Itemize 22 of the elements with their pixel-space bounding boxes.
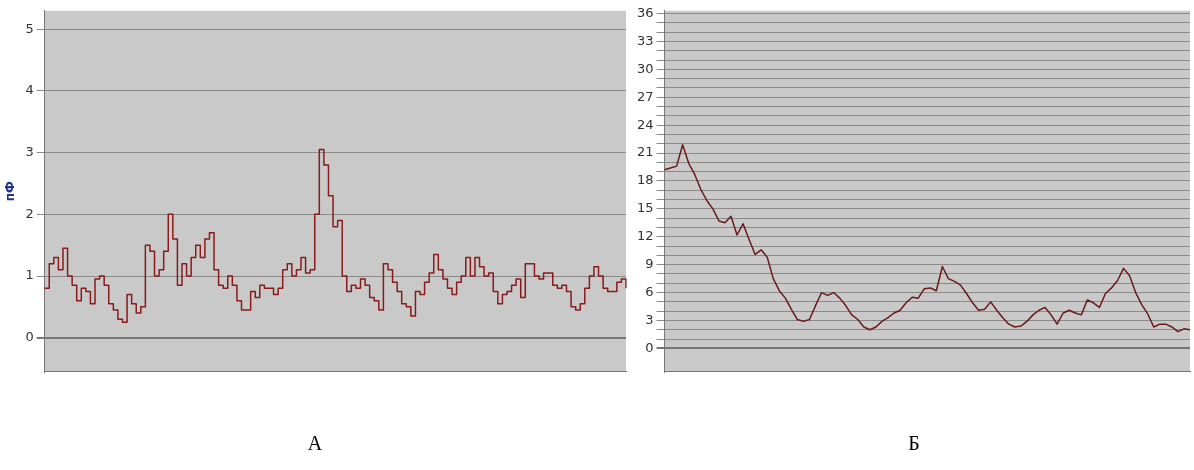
y-tick-label: 6 (645, 283, 654, 299)
y-tick-label: 18 (637, 172, 654, 188)
y-tick-label: 4 (25, 82, 34, 98)
y-tick-label: 36 (637, 4, 654, 20)
y-tick-label: 5 (25, 20, 34, 36)
y-axis-title: пФ (3, 181, 18, 202)
y-tick-label: 27 (637, 88, 654, 104)
y-tick-label: 9 (645, 256, 654, 272)
y-tick-label: 1 (25, 267, 34, 283)
y-tick-label: 21 (637, 144, 654, 160)
y-tick-label: 12 (637, 228, 654, 244)
y-tick-label: 30 (637, 60, 654, 76)
text: Б (908, 432, 920, 455)
y-tick-label: 0 (25, 329, 34, 345)
y-tick-label: 2 (25, 205, 34, 221)
y-tick-label: 33 (637, 32, 654, 48)
y-tick-label: 3 (645, 311, 654, 327)
y-tick-label: 0 (645, 339, 654, 355)
text: А (307, 432, 323, 455)
y-tick-label: 24 (637, 116, 654, 132)
y-tick-label: 15 (637, 200, 654, 216)
y-tick-label: 3 (25, 144, 34, 160)
